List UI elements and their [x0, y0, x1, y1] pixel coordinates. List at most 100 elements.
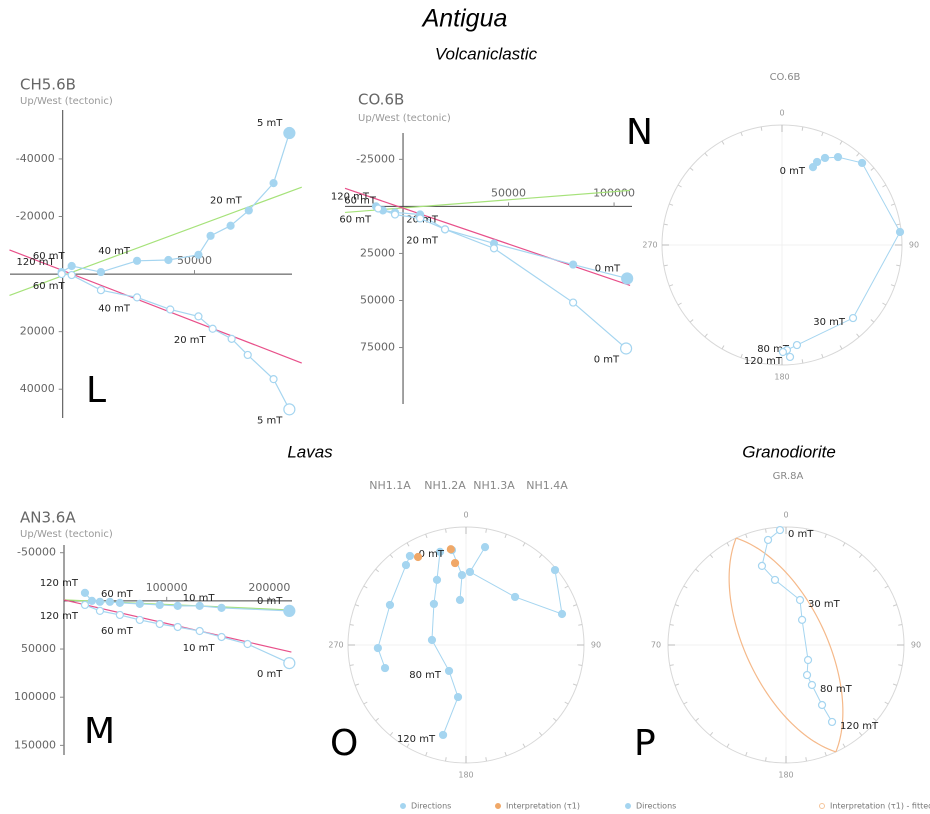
- direction-point: [446, 545, 455, 554]
- step-label: 5 mT: [257, 118, 283, 129]
- step-label: 120 mT: [40, 578, 79, 589]
- direction-point: [438, 730, 448, 740]
- step-label: 120 mT: [331, 191, 370, 202]
- degree-mark: [695, 568, 699, 573]
- degree-mark: [683, 701, 688, 705]
- direction-point: [802, 670, 812, 680]
- degree-mark: [522, 743, 526, 748]
- section-title: Granodiorite: [742, 442, 836, 461]
- x-tick-label: 100000: [593, 186, 635, 199]
- degree-mark: [663, 223, 668, 226]
- degree-mark: [765, 757, 767, 762]
- direction-point: [457, 571, 467, 580]
- degree-mark: [801, 359, 804, 364]
- degree-mark: [354, 683, 360, 686]
- vertical-point: [283, 657, 296, 670]
- horizontal-point: [105, 597, 115, 606]
- degree-mark: [745, 533, 748, 539]
- vertical-point: [243, 639, 252, 649]
- degree-mark: [858, 554, 863, 558]
- direction-point: [763, 535, 773, 545]
- step-label: 5 mT: [257, 415, 283, 426]
- fit-line: [344, 187, 631, 287]
- horizontal-point: [194, 250, 203, 259]
- sample-title: AN3.6A: [20, 509, 76, 527]
- degree-mark: [765, 528, 767, 533]
- fit-line: [9, 186, 302, 296]
- degree-mark: [504, 751, 507, 757]
- direction-label: 270: [328, 641, 343, 650]
- degree-mark: [522, 542, 526, 547]
- horizontal-point: [283, 604, 296, 617]
- direction-point: [453, 692, 463, 702]
- step-label: 120 mT: [40, 611, 79, 622]
- vertical-point: [95, 606, 105, 615]
- degree-mark: [669, 664, 674, 666]
- direction-point: [807, 680, 817, 690]
- horizontal-point: [80, 588, 90, 597]
- legend-swatch: [819, 803, 825, 809]
- direction-point: [429, 599, 439, 609]
- step-label: 40 mT: [98, 246, 131, 257]
- horizontal-point: [206, 231, 215, 240]
- axis-label: Up/West (tectonic): [20, 96, 113, 107]
- degree-mark: [389, 554, 394, 558]
- direction-point: [444, 666, 454, 676]
- degree-mark: [873, 568, 877, 573]
- degree-mark: [578, 664, 583, 666]
- degree-mark: [538, 554, 543, 558]
- direction-point: [401, 560, 411, 570]
- y-tick-label: 20000: [20, 325, 55, 338]
- vertical-point: [208, 324, 217, 333]
- vertical-point: [217, 632, 226, 642]
- y-tick-label: -40000: [16, 152, 55, 165]
- direction-point: [857, 158, 867, 168]
- degree-mark: [760, 126, 763, 131]
- degree-mark: [721, 140, 725, 145]
- degree-mark: [884, 585, 889, 589]
- vertical-point: [173, 622, 182, 632]
- direction-point: [775, 525, 785, 535]
- direction-label: 0: [463, 511, 468, 520]
- x-tick-label: 100000: [146, 581, 188, 594]
- degree-mark: [856, 152, 860, 157]
- direction-point: [820, 153, 830, 163]
- direction-point: [797, 615, 807, 624]
- step-label: 0 mT: [419, 549, 445, 560]
- horizontal-point: [226, 221, 235, 230]
- degree-mark: [824, 533, 827, 539]
- degree-mark: [704, 152, 708, 157]
- degree-mark: [890, 203, 895, 206]
- degree-mark: [801, 126, 804, 131]
- horizontal-point: [96, 267, 106, 277]
- direction-point: [827, 717, 837, 727]
- direction-point: [785, 352, 795, 362]
- horizontal-point: [195, 601, 204, 610]
- direction-point: [812, 157, 822, 167]
- vertical-point: [80, 600, 90, 610]
- degree-mark: [873, 717, 877, 722]
- degree-mark: [760, 359, 763, 364]
- degree-mark: [572, 683, 578, 686]
- legend-swatch: [625, 803, 631, 809]
- degree-mark: [538, 732, 543, 736]
- step-label: 0 mT: [594, 354, 620, 365]
- degree-mark: [896, 223, 901, 226]
- direction-point: [380, 663, 390, 673]
- direction-point: [465, 567, 475, 577]
- step-label: 60 mT: [33, 281, 66, 292]
- figure-title: Antigua: [421, 5, 508, 33]
- step-label: 0 mT: [780, 166, 806, 177]
- degree-mark: [389, 732, 394, 736]
- legend-label: Interpretation (τ1): [506, 802, 580, 811]
- degree-mark: [425, 751, 428, 757]
- axis-label: Up/West (tectonic): [20, 529, 113, 540]
- degree-mark: [669, 203, 674, 206]
- direction-point: [455, 595, 465, 605]
- horizontal-point: [95, 597, 105, 606]
- y-tick-label: 25000: [360, 246, 395, 259]
- legend-swatch: [400, 803, 406, 809]
- degree-mark: [858, 732, 863, 736]
- step-label: 10 mT: [183, 643, 216, 654]
